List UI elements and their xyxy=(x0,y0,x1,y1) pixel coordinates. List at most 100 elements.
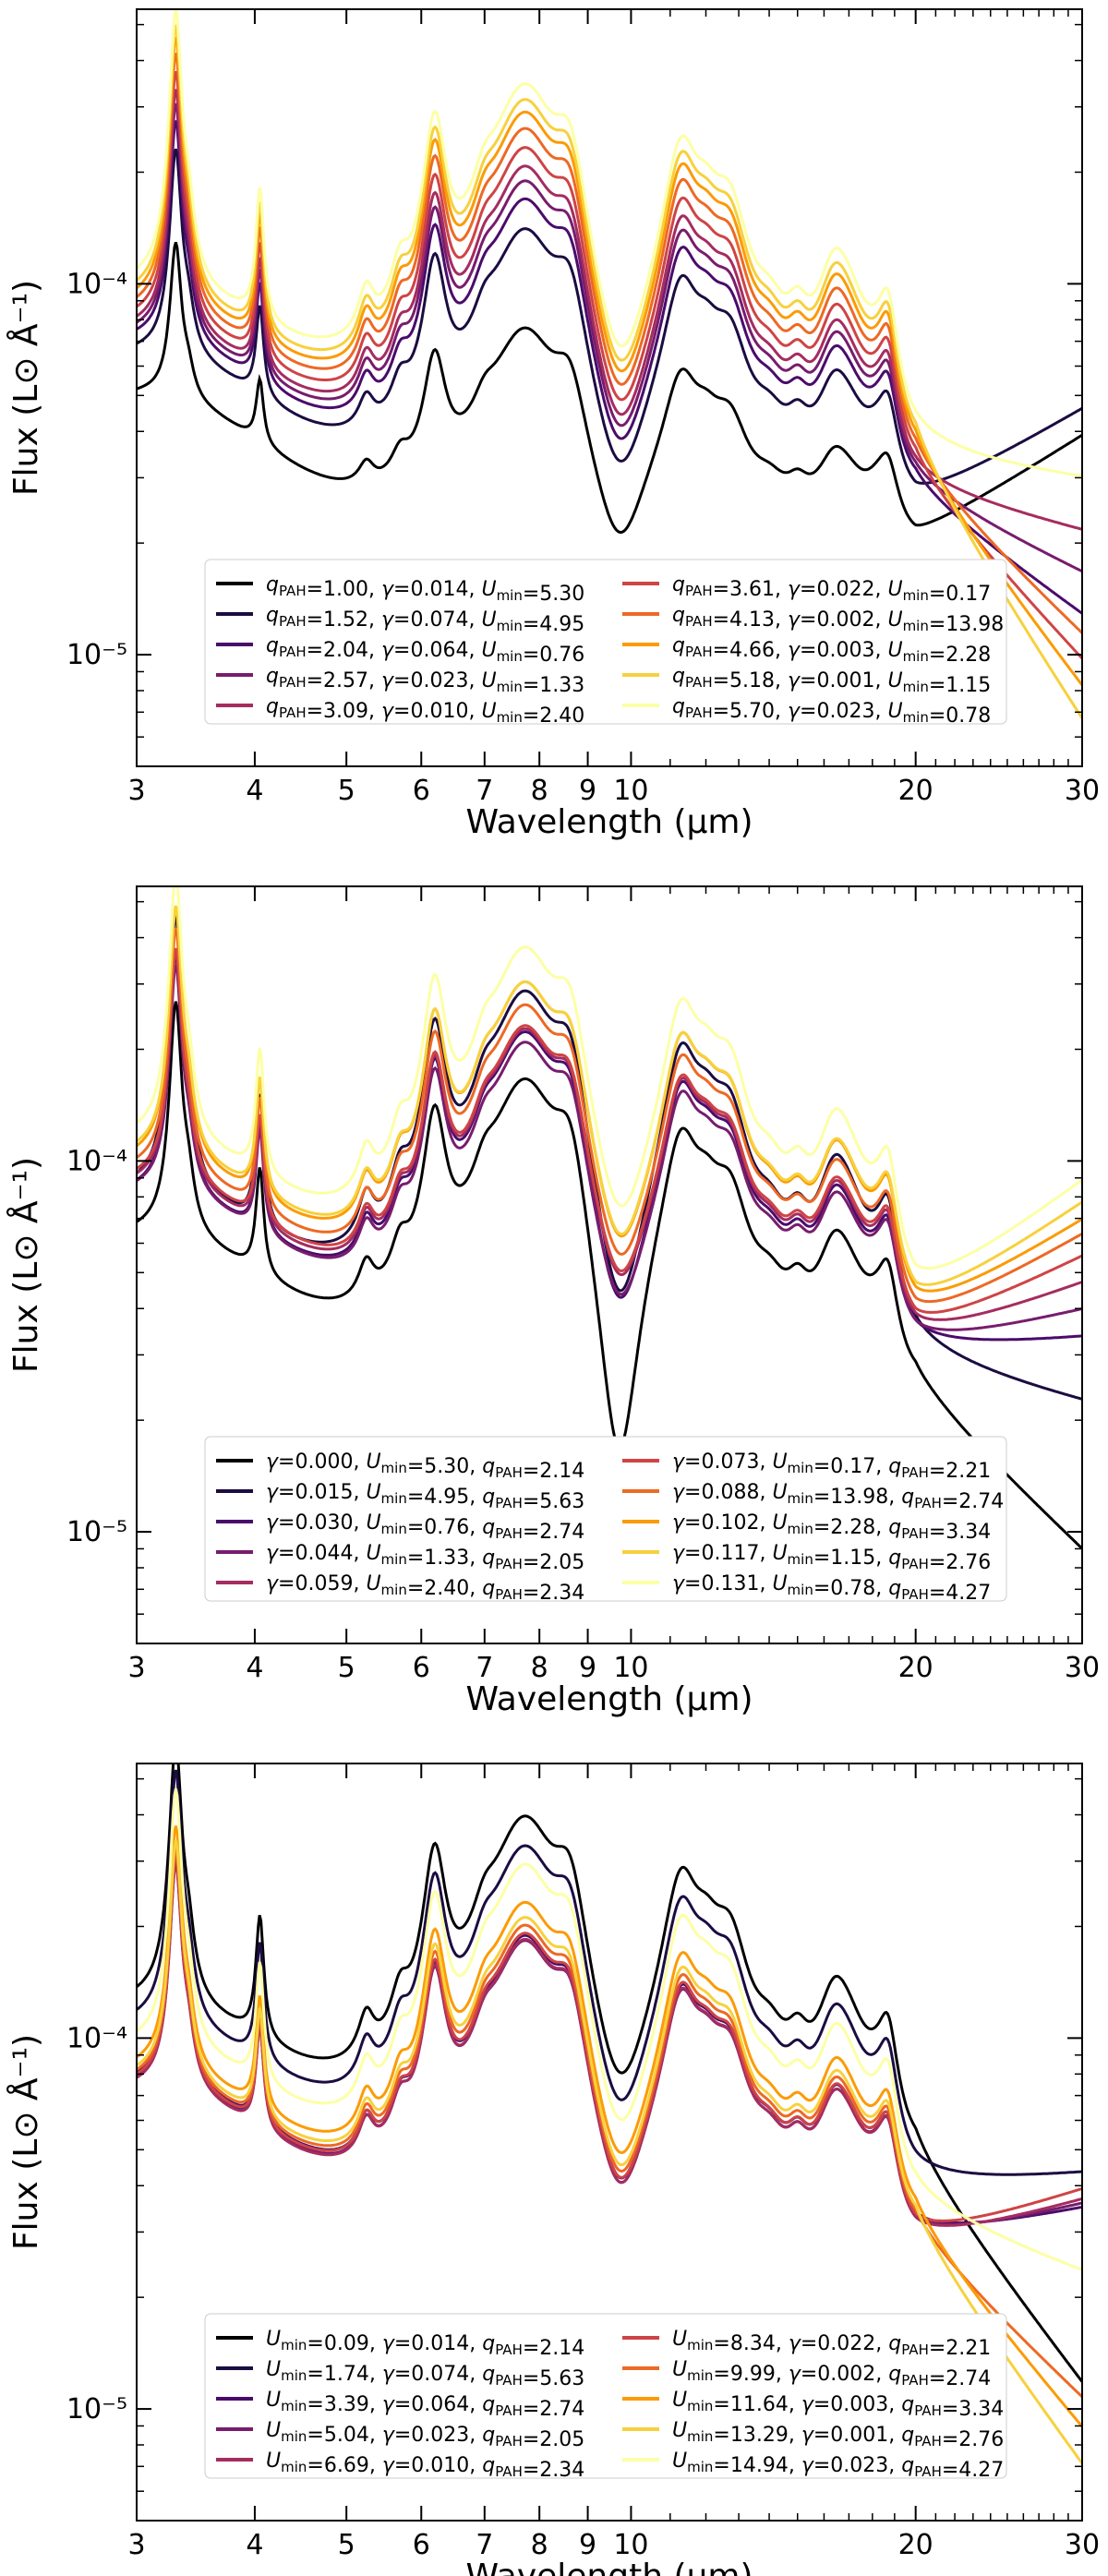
legend-label-part: q xyxy=(672,573,685,596)
legend-label-part: q xyxy=(482,2332,495,2355)
legend-label-part: =0.76 xyxy=(523,644,584,667)
legend-label-part: =0.064, xyxy=(393,639,481,662)
legend-label-part: q xyxy=(482,2393,495,2416)
x-tick-label: 3 xyxy=(127,1652,145,1684)
x-tick-label: 3 xyxy=(127,2529,145,2561)
legend-label-part: =0.014, xyxy=(394,2332,482,2355)
x-tick-label: 30 xyxy=(1065,2529,1100,2561)
legend-label: Umin=9.99, γ=0.002, qPAH=2.74 xyxy=(672,2358,991,2390)
legend-label-part: PAH xyxy=(685,674,713,691)
legend-label: γ=0.117, Umin=1.15, qPAH=2.76 xyxy=(672,1542,991,1574)
legend-label-part: =1.74, xyxy=(307,2363,381,2386)
legend-label-part: min xyxy=(497,679,523,695)
axes-frame xyxy=(136,1763,1083,2522)
legend-label: qPAH=4.66, γ=0.003, Umin=2.28 xyxy=(672,634,991,667)
legend-label: Umin=13.29, γ=0.001, qPAH=2.76 xyxy=(672,2419,1004,2451)
legend-label-part: min xyxy=(381,1582,407,1598)
legend-label-part: PAH xyxy=(495,2402,523,2419)
y-tick-label: 10⁻⁴ xyxy=(66,1145,127,1177)
y-tick-label: 10⁻⁵ xyxy=(66,1516,127,1548)
legend-box xyxy=(204,1436,1007,1602)
legend-label-part: =2.74 xyxy=(523,1521,584,1544)
legend-label-part: U xyxy=(772,1451,787,1474)
legend-label-part: γ xyxy=(382,2332,395,2355)
legend-label-part: γ xyxy=(789,2363,801,2386)
legend-label-part: q xyxy=(888,2332,901,2355)
legend-label-part: =3.39, xyxy=(307,2393,381,2416)
legend-label-part: =2.34 xyxy=(523,2459,584,2482)
legend-label-part: γ xyxy=(382,2393,395,2416)
legend-label-part: =2.74 xyxy=(942,1490,1004,1513)
series-line-6 xyxy=(137,947,1082,1314)
x-tick-label: 4 xyxy=(246,1652,263,1684)
legend-label: γ=0.059, Umin=2.40, qPAH=2.34 xyxy=(266,1572,584,1605)
legend-label-part: γ xyxy=(381,669,394,692)
legend-label: Umin=5.04, γ=0.023, qPAH=2.05 xyxy=(266,2419,584,2451)
legend-label-part: =0.002, xyxy=(801,2363,888,2386)
legend-label-part: U xyxy=(266,2328,281,2351)
series-line-2 xyxy=(137,1769,1082,2176)
legend-label-part: =0.102, xyxy=(684,1511,772,1535)
legend-label-part: =0.17, xyxy=(813,1455,888,1478)
x-tick-label: 7 xyxy=(476,775,493,807)
legend-label: qPAH=2.04, γ=0.064, Umin=0.76 xyxy=(266,634,584,667)
legend-label-part: q xyxy=(901,2424,914,2447)
legend-label-part: =0.014, xyxy=(393,578,481,601)
legend-label: γ=0.073, Umin=0.17, qPAH=2.21 xyxy=(672,1451,991,1483)
legend-label-part: =2.74 xyxy=(523,2398,584,2421)
legend-label-part: =3.09, xyxy=(307,700,381,723)
legend-label-part: γ xyxy=(788,700,801,723)
x-tick-label: 20 xyxy=(898,775,933,807)
legend-label-part: =1.33 xyxy=(523,674,584,697)
legend-label-part: =0.023, xyxy=(394,2424,482,2447)
legend-label-part: U xyxy=(672,2389,687,2412)
legend-label-part: γ xyxy=(789,2332,801,2355)
legend-label-part: =8.34, xyxy=(713,2332,788,2355)
legend-label: qPAH=5.18, γ=0.001, Umin=1.15 xyxy=(672,665,991,697)
legend-label-part: q xyxy=(266,634,279,657)
legend-label-part: =0.023, xyxy=(800,700,887,723)
x-tick-label: 30 xyxy=(1065,1652,1100,1684)
legend-label-part: q xyxy=(266,665,279,688)
legend-label-part: γ xyxy=(266,1572,279,1595)
legend-label: γ=0.030, Umin=0.76, qPAH=2.74 xyxy=(266,1511,584,1544)
legend-label-part: min xyxy=(281,2337,307,2353)
series-line-9 xyxy=(137,24,1082,719)
legend-label-part: γ xyxy=(672,1481,685,1504)
legend-label-part: γ xyxy=(266,1542,279,1565)
legend-label-part: =0.003, xyxy=(813,2393,901,2416)
legend-label-part: U xyxy=(366,1451,380,1474)
legend-label-part: U xyxy=(887,700,902,723)
x-tick-label: 8 xyxy=(531,1652,548,1684)
legend-label-part: q xyxy=(672,604,685,627)
x-tick-label: 4 xyxy=(246,775,263,807)
legend-label-part: min xyxy=(903,648,929,665)
series-line-9 xyxy=(137,1840,1082,2464)
legend-label-part: min xyxy=(497,709,523,726)
legend-label-part: U xyxy=(672,2328,687,2351)
legend-label-part: U xyxy=(887,608,902,632)
legend-label-part: PAH xyxy=(279,583,307,599)
legend-label-part: min xyxy=(788,1521,813,1537)
legend-label-part: PAH xyxy=(901,1525,929,1542)
legend-label-part: γ xyxy=(788,578,801,601)
chart-panel-2: 3 4 5 6 7 8 9 10 20 30 10⁻⁵ 10⁻⁴ Wavelength (μm) Flux… xyxy=(6,885,1100,1718)
legend-label-part: min xyxy=(788,1551,813,1568)
legend-label: qPAH=1.00, γ=0.014, Umin=5.30 xyxy=(266,573,584,606)
legend-label-part: γ xyxy=(382,2454,395,2477)
legend-label-part: min xyxy=(788,1490,813,1507)
legend-label-part: PAH xyxy=(901,1464,929,1481)
legend-label-part: U xyxy=(266,2419,281,2442)
legend-label: Umin=11.64, γ=0.003, qPAH=3.34 xyxy=(672,2389,1004,2421)
legend-label-part: PAH xyxy=(901,2341,929,2358)
legend-label-part: min xyxy=(281,2398,307,2414)
legend-label-part: γ xyxy=(788,639,801,662)
legend-label-part: min xyxy=(497,618,523,634)
legend-label: γ=0.102, Umin=2.28, qPAH=3.34 xyxy=(672,1511,991,1544)
x-tick-label: 10 xyxy=(613,1652,648,1684)
legend-label-part: =5.63 xyxy=(523,2367,584,2390)
legend-label-part: γ xyxy=(801,2393,814,2416)
legend-label-part: min xyxy=(281,2367,307,2384)
legend-label-part: U xyxy=(481,639,496,662)
legend-label-part: U xyxy=(366,1542,380,1565)
